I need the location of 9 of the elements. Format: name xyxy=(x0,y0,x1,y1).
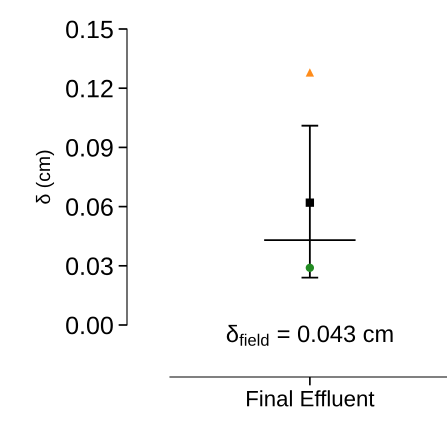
y-tick-label: 0.06 xyxy=(66,198,113,216)
y-tick-label: 0.12 xyxy=(66,80,113,98)
y-tick-label: 0.03 xyxy=(66,257,113,276)
x-tick-label: Final Effluent xyxy=(247,390,374,407)
y-axis-title: δ (cm) xyxy=(36,150,54,204)
y-tick-label: 0.00 xyxy=(66,316,113,334)
annotation: δ$_{field}$ = 0.043 cm xyxy=(226,324,393,346)
y-tick-label: 0.15 xyxy=(66,20,113,38)
y-tick-label: 0.09 xyxy=(66,139,113,157)
